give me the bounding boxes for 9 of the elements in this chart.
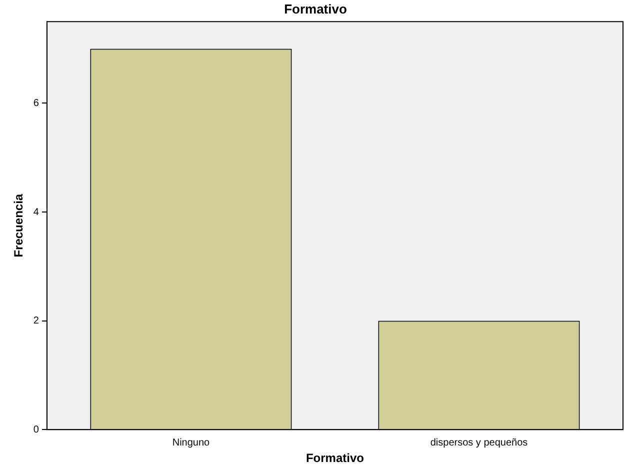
x-tick-label: dispersos y pequeños xyxy=(430,437,528,448)
y-tick-label: 0 xyxy=(33,424,40,436)
x-axis-title: Formativo xyxy=(306,451,364,466)
y-axis-title: Frecuencia xyxy=(12,194,26,258)
y-tick-label: 6 xyxy=(33,98,40,109)
x-tick-label: Ninguno xyxy=(172,437,210,448)
y-tick-label: 4 xyxy=(33,206,40,218)
y-tick-label: 2 xyxy=(33,316,40,327)
chart-title: Formativo xyxy=(284,1,347,16)
